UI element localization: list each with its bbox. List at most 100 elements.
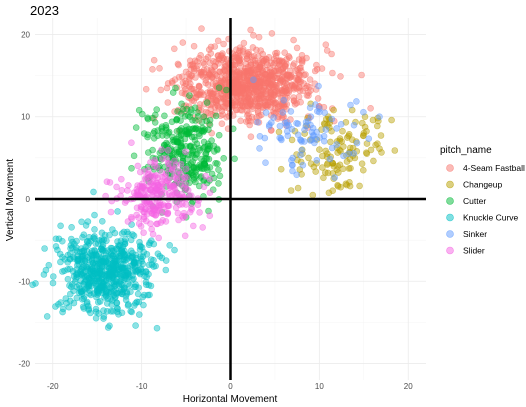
- data-point: [311, 80, 319, 87]
- data-point: [141, 272, 148, 280]
- data-point: [108, 247, 115, 254]
- data-point: [154, 250, 162, 257]
- data-point: [158, 123, 166, 130]
- data-point: [124, 187, 131, 194]
- data-point: [286, 67, 294, 75]
- data-point: [170, 184, 177, 191]
- legend-label: Changeup: [463, 180, 503, 190]
- data-point: [336, 146, 343, 154]
- data-point: [78, 287, 86, 295]
- data-point: [256, 63, 264, 71]
- data-point: [128, 165, 135, 172]
- data-point: [314, 95, 322, 102]
- data-point: [212, 160, 219, 167]
- data-point: [244, 50, 251, 57]
- data-point: [191, 67, 198, 75]
- data-point: [213, 72, 221, 79]
- data-point: [179, 39, 187, 46]
- data-point: [159, 155, 166, 162]
- data-point: [319, 164, 326, 171]
- data-point: [158, 180, 165, 188]
- data-point: [179, 79, 187, 86]
- data-point: [184, 155, 191, 163]
- data-point: [363, 140, 371, 147]
- data-point: [365, 135, 373, 142]
- data-point: [156, 65, 163, 72]
- data-point: [216, 68, 223, 76]
- data-point: [118, 187, 126, 194]
- data-point: [102, 288, 110, 296]
- data-point: [238, 86, 246, 94]
- legend-title: pitch_name: [440, 145, 492, 156]
- data-point: [41, 245, 48, 252]
- data-point: [103, 178, 111, 185]
- data-point: [220, 155, 227, 162]
- data-point: [290, 36, 297, 44]
- data-point: [200, 138, 208, 146]
- data-point: [219, 111, 227, 118]
- data-point: [345, 165, 353, 172]
- data-point: [114, 208, 121, 215]
- data-point: [182, 148, 189, 156]
- data-point: [151, 162, 158, 170]
- data-point: [135, 214, 142, 221]
- data-point: [267, 119, 275, 126]
- data-point: [73, 266, 80, 273]
- data-point: [289, 62, 297, 69]
- data-point: [244, 103, 252, 110]
- legend-label: Sinker: [463, 229, 487, 239]
- data-point: [136, 246, 144, 253]
- data-point: [264, 101, 272, 109]
- data-point: [298, 138, 305, 145]
- legend-key: [446, 164, 454, 172]
- data-point: [106, 322, 113, 330]
- data-point: [115, 254, 123, 262]
- y-tick-label: -10: [18, 277, 30, 286]
- data-point: [165, 159, 172, 167]
- data-point: [211, 103, 219, 111]
- data-point: [261, 71, 268, 78]
- data-point: [54, 246, 61, 254]
- data-point: [141, 168, 149, 175]
- data-point: [205, 46, 213, 53]
- data-point: [271, 105, 279, 112]
- data-point: [290, 97, 298, 104]
- data-point: [245, 72, 252, 79]
- data-point: [197, 106, 205, 114]
- data-point: [330, 106, 337, 114]
- data-point: [63, 299, 70, 307]
- data-point: [268, 59, 275, 67]
- data-point: [176, 201, 183, 208]
- data-point: [183, 174, 190, 181]
- data-point: [129, 253, 137, 260]
- data-point: [211, 43, 219, 50]
- data-point: [232, 106, 240, 113]
- y-tick-label: 20: [21, 30, 30, 39]
- data-point: [353, 98, 360, 105]
- data-point: [140, 248, 147, 256]
- data-point: [255, 33, 263, 41]
- data-point: [88, 247, 96, 255]
- data-point: [370, 157, 377, 165]
- data-point: [154, 181, 162, 189]
- data-point: [144, 133, 151, 141]
- data-point: [157, 219, 165, 226]
- data-point: [250, 76, 257, 84]
- data-point: [173, 135, 180, 143]
- data-point: [95, 310, 102, 317]
- data-point: [156, 187, 163, 195]
- x-axis-label: Horizontal Movement: [183, 394, 278, 405]
- data-point: [99, 218, 106, 225]
- data-point: [187, 80, 194, 88]
- data-point: [250, 31, 257, 39]
- data-point: [114, 261, 121, 268]
- data-point: [188, 106, 195, 113]
- data-point: [329, 187, 337, 194]
- data-point: [142, 278, 150, 286]
- data-point: [312, 101, 319, 108]
- data-point: [210, 111, 217, 119]
- data-point: [220, 40, 227, 48]
- data-point: [252, 102, 260, 109]
- data-point: [350, 150, 358, 157]
- data-point: [135, 220, 143, 227]
